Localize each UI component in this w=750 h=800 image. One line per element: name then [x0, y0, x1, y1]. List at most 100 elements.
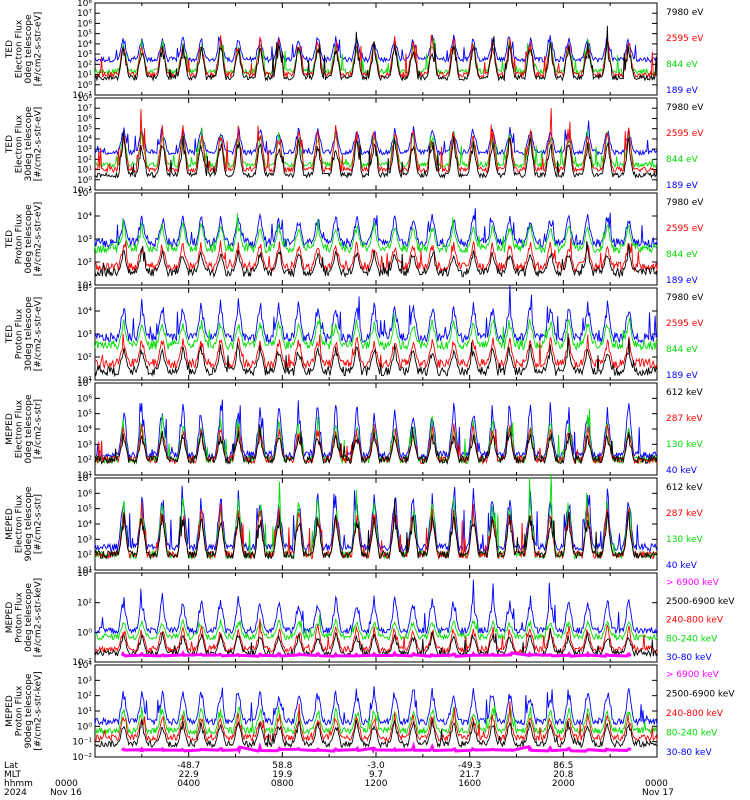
legend-entry: 189 eV: [666, 276, 699, 286]
panel-5: 10⁷ 10⁶ 10⁵ 10⁴ 10³ 10² 10¹ MEPED Electron Flux 0…: [5, 379, 703, 481]
panel-8: 10⁴ 10³ 10² 10¹ 10⁰ 10⁻¹ 10⁻² MEPED Proton Flux 9…: [5, 661, 735, 763]
legend-entry: 40 keV: [666, 561, 698, 571]
series-line: [94, 213, 658, 255]
series-line: [95, 614, 658, 642]
series-line: [120, 650, 632, 658]
series-line: [94, 131, 658, 180]
y-tick-label: 10²: [77, 456, 92, 466]
y-tick-label: 10⁴: [77, 307, 92, 317]
y-axis-label: MEPED: [5, 508, 15, 540]
y-tick-label: 10³: [77, 330, 92, 340]
y-tick-label: 10⁷: [77, 379, 92, 389]
series-line: [94, 498, 658, 560]
legend-entry: 2500-6900 keV: [666, 690, 735, 700]
series-line: [94, 686, 658, 727]
y-tick-label: 10³: [77, 235, 92, 245]
x-end-hhmm: 0000: [645, 779, 668, 789]
legend-entry: 2595 eV: [666, 319, 704, 329]
y-tick-label: 10⁶: [77, 394, 92, 404]
x-tick-mlt: 22.9: [179, 770, 199, 780]
y-tick-label: 10⁴: [77, 661, 92, 671]
series-line: [94, 705, 658, 736]
series-line: [94, 700, 658, 743]
legend-entry: 80-240 keV: [666, 729, 718, 739]
x-tick-hhmm: 1600: [458, 779, 481, 789]
y-axis-label: 30deg telescope: [24, 106, 34, 181]
y-tick-label: 10⁴: [77, 425, 92, 435]
y-tick-label: 10²: [77, 353, 92, 363]
x-start-date: Nov 16: [50, 788, 82, 798]
y-tick-label: 10⁶: [77, 19, 92, 29]
y-axis-label: Electron Flux: [15, 114, 25, 173]
series-line: [94, 618, 658, 655]
y-axis-label: [#/cm2-s-str-eV]: [34, 297, 44, 372]
y-tick-label: 10⁰: [77, 176, 92, 186]
y-tick-label: 10⁴: [77, 212, 92, 222]
y-tick-label: 10³: [77, 50, 92, 60]
y-tick-label: 10⁻²: [72, 753, 92, 763]
y-tick-label: 10³: [77, 676, 92, 686]
series-line: [94, 238, 658, 273]
series-line: [94, 485, 658, 553]
x-tick-hhmm: 1200: [365, 779, 388, 789]
y-axis-label: [#/cm2-s-str]: [34, 399, 44, 459]
y-tick-label: 10⁴: [77, 569, 92, 579]
y-tick-label: 10¹: [77, 707, 92, 717]
x-row-label: 2024: [4, 788, 27, 798]
series-line: [94, 333, 658, 378]
y-tick-label: 10⁶: [77, 489, 92, 499]
legend-entry: 40 keV: [666, 466, 698, 476]
x-tick-mlt: 19.9: [272, 770, 292, 780]
y-tick-label: 10⁵: [77, 284, 92, 294]
y-tick-label: 10⁵: [77, 410, 92, 420]
legend-entry: 7980 eV: [666, 198, 704, 208]
y-tick-label: 10⁴: [77, 520, 92, 530]
y-tick-label: 10⁸: [77, 0, 92, 9]
y-axis-label: MEPED: [5, 695, 15, 727]
y-axis-label: TED: [5, 135, 15, 154]
y-axis-label: 90deg telescope: [24, 673, 34, 748]
y-axis-label: [#/cm2-s-str-eV]: [34, 202, 44, 277]
y-axis-label: Proton Flux: [15, 592, 25, 643]
legend-entry: 189 eV: [666, 181, 699, 191]
y-tick-label: 10⁷: [77, 474, 92, 484]
x-tick-hhmm: 0800: [271, 779, 294, 789]
y-tick-label: 10⁻¹: [72, 186, 92, 196]
x-row-label: Lat: [4, 761, 19, 771]
series-line: [94, 424, 658, 465]
y-axis-label: 0deg telescope: [24, 394, 34, 464]
legend-entry: 240-800 keV: [666, 709, 724, 719]
y-tick-label: 10⁰: [77, 628, 92, 638]
y-axis-label: TED: [5, 230, 15, 249]
panel-6: 10⁷ 10⁶ 10⁵ 10⁴ 10³ 10² 10¹ MEPED Electron Flux 9…: [5, 473, 703, 576]
y-axis-label: [#/cm2-s-str-eV]: [34, 107, 44, 182]
y-tick-label: 10²: [77, 551, 92, 561]
legend-entry: 2595 eV: [666, 224, 704, 234]
y-tick-label: 10²: [77, 599, 92, 609]
y-tick-label: 10¹: [77, 166, 92, 176]
legend-entry: 612 keV: [666, 388, 703, 398]
x-tick-lat: 58.8: [272, 761, 292, 771]
legend-entry: 612 keV: [666, 483, 703, 493]
y-tick-label: 10³: [77, 440, 92, 450]
y-axis-label: [#/cm2-s-str-eV]: [34, 12, 44, 87]
x-end-date: Nov 17: [642, 788, 674, 798]
panel-4: 10⁵ 10⁴ 10³ 10² 10¹ TED Proton Flux 30deg teles…: [5, 284, 704, 386]
y-tick-label: 10⁰: [77, 81, 92, 91]
x-tick-lat: -49.3: [458, 761, 481, 771]
y-tick-label: 10²: [77, 258, 92, 268]
legend-entry: 80-240 keV: [666, 634, 718, 644]
x-tick-hhmm: 0400: [177, 779, 200, 789]
legend-entry: 7980 eV: [666, 103, 704, 113]
legend-entry: 30-80 keV: [666, 653, 712, 663]
y-axis-label: MEPED: [5, 602, 15, 634]
series-line: [94, 627, 658, 658]
legend-entry: 7980 eV: [666, 8, 704, 18]
y-axis-label: Proton Flux: [15, 685, 25, 736]
y-axis-label: [#/cm2-s-str-keV]: [34, 578, 44, 657]
series-line: [94, 285, 658, 344]
